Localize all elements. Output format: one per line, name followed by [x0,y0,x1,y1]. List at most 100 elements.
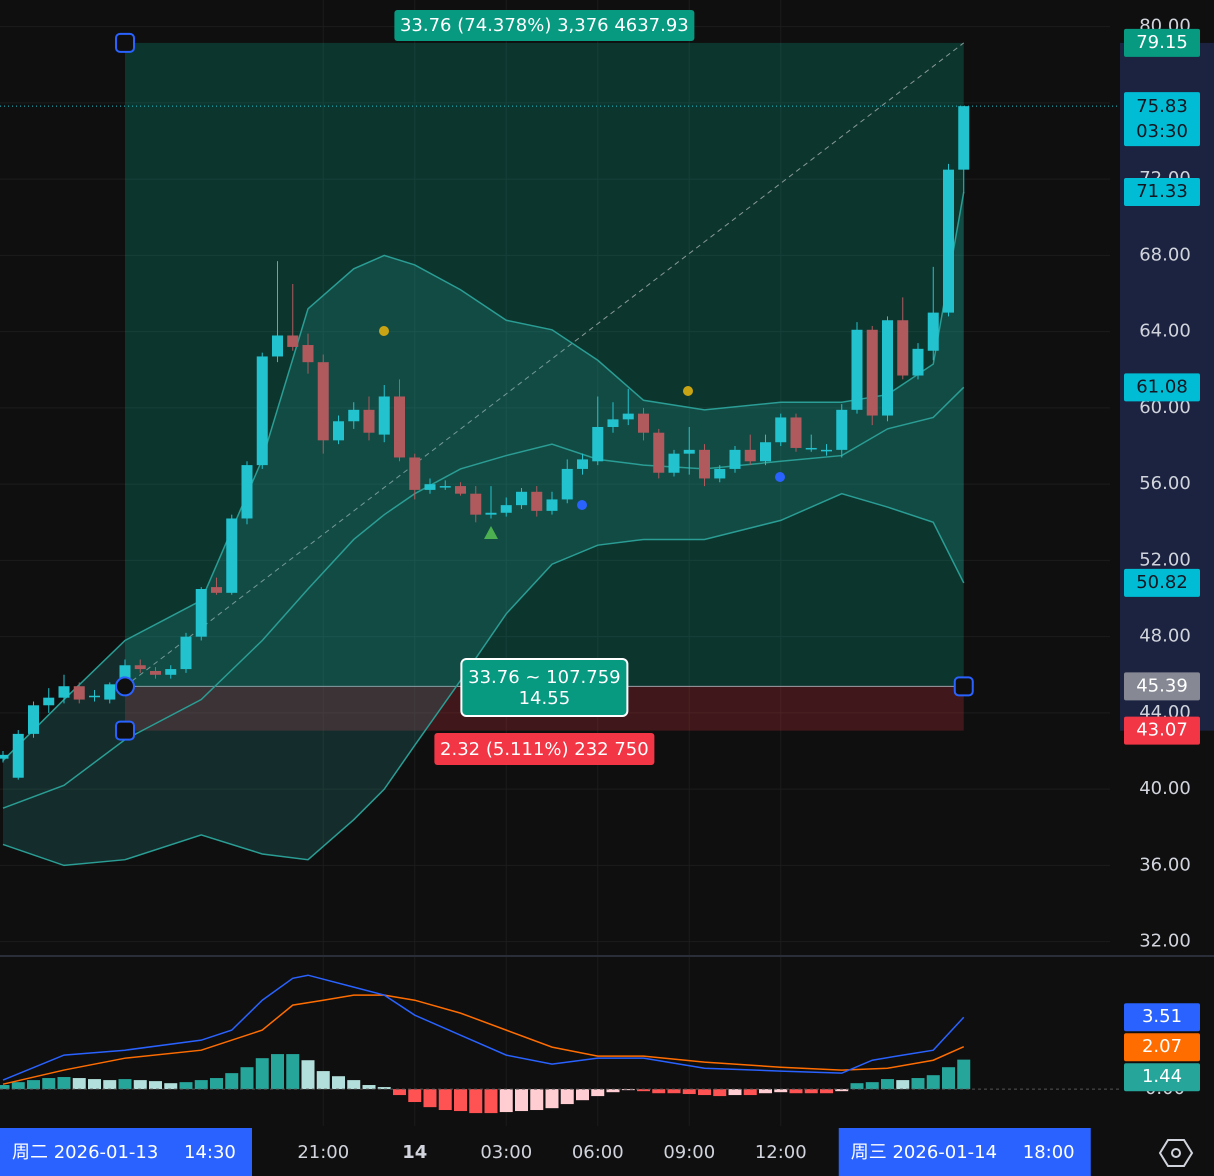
crosshair-x-box [838,1128,1091,1176]
measure-handle[interactable] [115,32,135,53]
candle-body [43,697,55,706]
candle-body [805,447,817,450]
histogram-bar [408,1089,422,1103]
candle-body [28,705,39,734]
histogram-bar [469,1089,483,1114]
histogram-bar [698,1089,711,1096]
y-tick-label: 56.00 [1139,473,1191,494]
measure-handle[interactable] [953,676,974,697]
histogram-bar [926,1075,940,1090]
candle-body [775,417,787,443]
histogram-bar [850,1083,864,1090]
histogram-bar [149,1081,162,1090]
candle-body [836,409,848,450]
candle-body [104,684,116,700]
candle-body [89,695,100,698]
histogram-bar [11,1082,25,1090]
histogram-bar [499,1089,513,1113]
candle-body [882,320,893,416]
histogram-bar [438,1089,452,1111]
histogram-bar [72,1078,86,1090]
measure-handle[interactable] [115,720,135,741]
histogram-bar [515,1089,528,1112]
candle-body [790,417,802,448]
x-tick-label: 12:00 [755,1142,807,1163]
price-label-top-box [1124,28,1200,57]
measure-bottom-box [434,733,655,765]
histogram-bar [835,1089,849,1092]
price-label-band: 61.08 [1136,376,1188,397]
candle-body [363,409,375,433]
candle-body [424,484,436,490]
histogram-bar [865,1082,879,1090]
histogram-bar [621,1089,635,1091]
candle-body [348,409,360,422]
histogram-bar [774,1089,788,1093]
candle-body [195,589,207,637]
candle-body [744,449,756,462]
macd-label-hist-box [1124,1063,1200,1092]
price-label-last-box [1124,92,1200,147]
measure-handle[interactable] [115,676,135,697]
x-tick-label: 03:00 [480,1142,532,1163]
candle-body [470,493,482,515]
histogram-bar [301,1060,315,1090]
price-label-stop: 43.07 [1136,720,1188,741]
candle-body [134,665,146,670]
candle-body [531,491,543,511]
signal-dot [775,472,785,482]
histogram-bar [728,1089,742,1096]
histogram-bar [789,1089,803,1094]
y-tick-label: 68.00 [1139,244,1191,265]
histogram-bar [942,1067,955,1090]
crosshair-time: 14:30 [184,1142,236,1163]
y-tick-label: 36.00 [1139,854,1191,875]
histogram-bar [820,1089,833,1094]
countdown-label: 03:30 [1136,121,1188,142]
x-tick-label: 06:00 [572,1142,624,1163]
histogram-bar [57,1077,71,1090]
measure-bottom-label: 2.32 (5.111%) 232 750 [440,739,649,760]
candle-body [546,499,558,511]
histogram-bar [957,1059,971,1090]
candle-body [409,457,421,490]
candle-body [287,335,299,347]
y-tick-label: 32.00 [1139,931,1191,952]
histogram-bar [743,1089,757,1096]
crosshair-date: 周二 2026-01-13 [12,1142,158,1163]
macd-line [2,974,965,1081]
candle-body [622,413,634,420]
candle-body [607,419,619,427]
signal-dot [379,326,389,336]
x-tick-label: 14 [402,1142,427,1163]
candle-body [0,754,9,759]
signal-dot [577,500,587,510]
candle-body [150,670,161,675]
macd-label-signal-box [1124,1033,1200,1062]
macd-label-macd-box [1124,1003,1200,1032]
candle-body [378,396,390,435]
candle-body [241,465,253,519]
histogram-bar [88,1079,101,1090]
y-tick-label: 60.00 [1139,397,1191,418]
histogram-bar [591,1089,605,1097]
histogram-bar [194,1080,208,1090]
candle-body [455,486,466,494]
price-label-band-box [1124,568,1200,597]
histogram-bar [0,1085,10,1090]
macd-label-signal: 2.07 [1142,1036,1182,1057]
histogram-bar [560,1089,574,1105]
settings-icon[interactable] [1158,1139,1194,1167]
candle-body [516,491,527,506]
histogram-bar [255,1058,269,1090]
candle-body [73,686,85,700]
histogram-bar [362,1085,376,1090]
histogram-bar [210,1078,223,1090]
candle-body [653,432,665,473]
candle-body [180,636,192,670]
signal-line [2,994,965,1085]
measure-mid-label: 33.76 ~ 107.759 [468,667,621,688]
price-label-entry: 45.39 [1136,675,1188,696]
price-label-band-box [1124,373,1200,402]
band-lower [2,492,965,867]
